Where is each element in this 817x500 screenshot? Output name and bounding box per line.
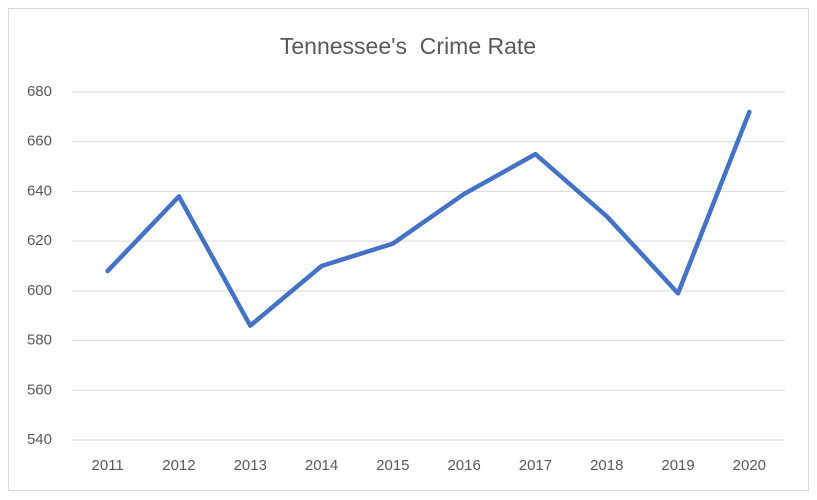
data-line [105, 109, 752, 328]
y-tick-label: 620 [27, 232, 52, 249]
x-tick-label: 2017 [519, 457, 552, 474]
chart-border [8, 8, 809, 491]
y-tick-label: 680 [27, 83, 52, 100]
y-tick-label: 660 [27, 133, 52, 150]
x-tick-label: 2016 [447, 457, 480, 474]
x-tick-label: 2019 [661, 457, 694, 474]
x-tick-label: 2011 [92, 457, 124, 474]
x-tick-label: 2013 [234, 457, 267, 474]
x-tick-label: 2020 [733, 457, 766, 474]
x-tick-label: 2014 [305, 457, 338, 474]
x-tick-label: 2012 [162, 457, 195, 474]
y-tick-label: 560 [27, 381, 52, 398]
chart-title: Tennessee's Crime Rate [280, 33, 536, 59]
x-tick-label: 2018 [590, 457, 623, 474]
y-tick-label: 640 [27, 182, 52, 199]
y-tick-label: 600 [27, 282, 52, 299]
y-tick-label: 580 [27, 332, 52, 349]
y-tick-label: 540 [27, 431, 52, 448]
x-tick-label: 2015 [376, 457, 409, 474]
